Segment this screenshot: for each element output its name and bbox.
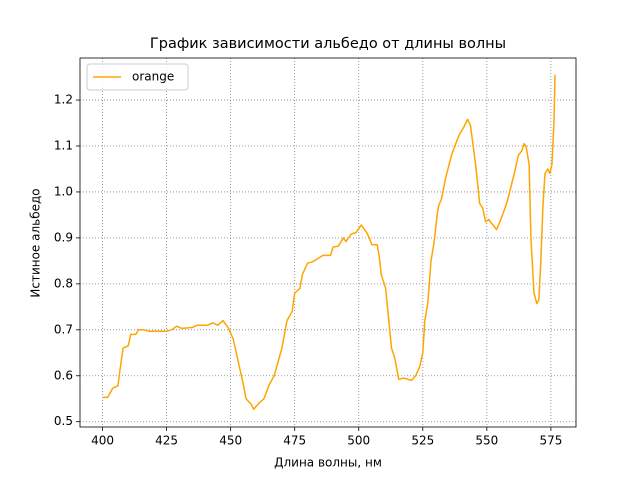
x-tick-label: 475 bbox=[283, 434, 306, 448]
x-axis-label: Длина волны, нм bbox=[274, 456, 382, 470]
x-tick-label: 500 bbox=[347, 434, 370, 448]
legend-label: orange bbox=[132, 70, 174, 84]
x-tick-label: 425 bbox=[155, 434, 178, 448]
y-axis-label: Истиное альбедо bbox=[29, 188, 43, 297]
x-tick-label: 525 bbox=[411, 434, 434, 448]
x-tick-label: 400 bbox=[91, 434, 114, 448]
y-tick-label: 0.8 bbox=[54, 276, 73, 290]
y-tick-label: 0.9 bbox=[54, 230, 73, 244]
x-tick-label: 575 bbox=[539, 434, 562, 448]
legend-box bbox=[86, 63, 189, 91]
x-tick-label: 550 bbox=[475, 434, 498, 448]
data-line bbox=[102, 74, 556, 411]
x-tick-label: 450 bbox=[219, 434, 242, 448]
y-tick-label: 0.6 bbox=[54, 368, 73, 382]
y-tick-label: 1.1 bbox=[54, 138, 73, 152]
chart-title: График зависимости альбедо от длины волн… bbox=[150, 36, 506, 52]
y-tick-label: 1.2 bbox=[54, 93, 73, 107]
y-tick-label: 0.5 bbox=[54, 414, 73, 428]
y-tick-label: 1.0 bbox=[54, 184, 73, 198]
y-tick-label: 0.7 bbox=[54, 322, 73, 336]
plot-frame bbox=[79, 57, 577, 428]
